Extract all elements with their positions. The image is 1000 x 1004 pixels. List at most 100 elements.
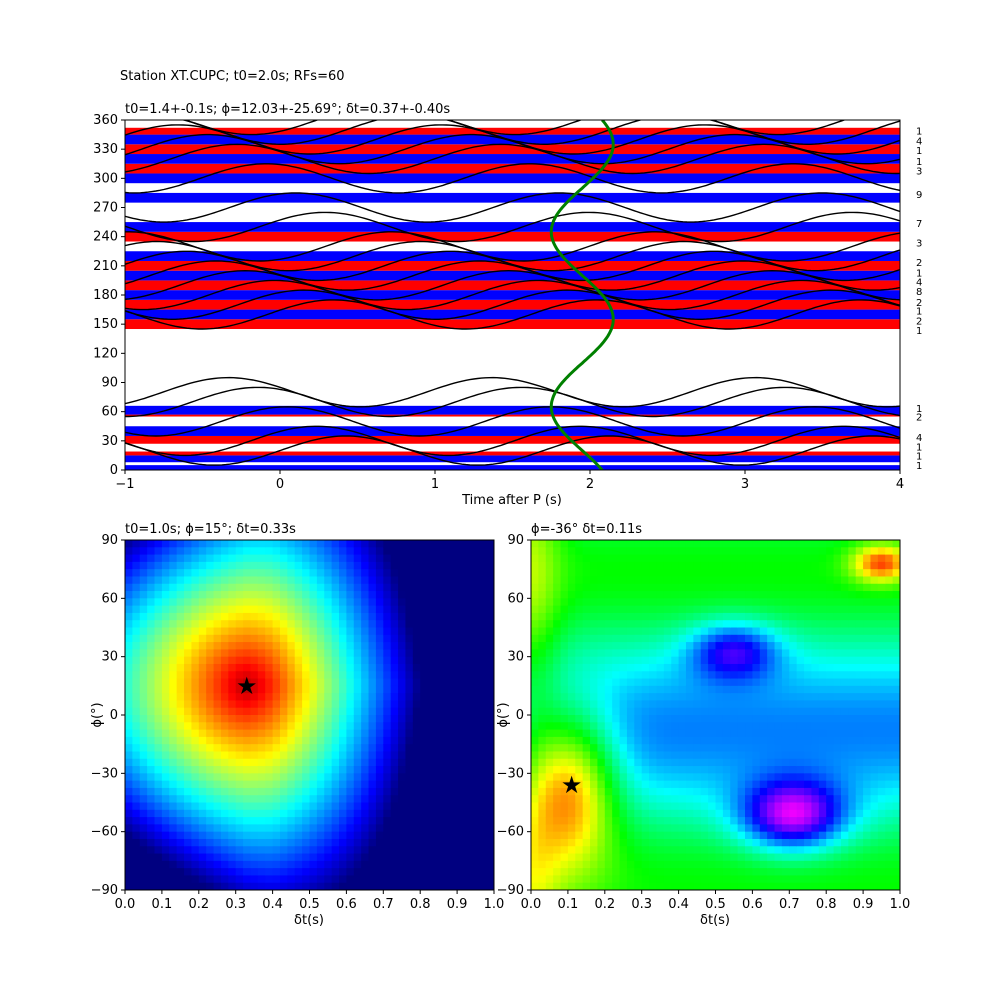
heatmap-left-cell [125, 700, 133, 708]
heatmap-right-cell [708, 635, 716, 643]
heatmap-left-cell [391, 686, 399, 694]
heatmap-left-cell [369, 846, 377, 854]
heatmap-left-cell [199, 861, 207, 869]
heatmap-right-cell [723, 839, 731, 847]
heatmap-left-cell [243, 606, 251, 614]
heatmap-right-cell [649, 868, 657, 876]
heatmap-left-cell [317, 591, 325, 599]
heatmap-left-cell [391, 751, 399, 759]
heatmap-right-cell [605, 803, 613, 811]
heatmap-left-cell [280, 773, 288, 781]
heatmap-right-cell [723, 555, 731, 563]
heatmap-right-cell [826, 854, 834, 862]
heatmap-right-cell [531, 810, 539, 818]
heatmap-right-cell [730, 722, 738, 730]
heatmap-right-cell [597, 868, 605, 876]
heatmap-right-cell [893, 854, 901, 862]
heatmap-left-cell [332, 591, 340, 599]
heatmap-left-cell [383, 700, 391, 708]
heatmap-right-cell [745, 613, 753, 621]
heatmap-right-cell [723, 693, 731, 701]
heatmap-left-cell [236, 664, 244, 672]
heatmap-left-cell [479, 547, 487, 555]
heatmap-right-cell [546, 598, 554, 606]
heatmap-left-cell [273, 700, 281, 708]
rf-ytick-label: 180 [93, 288, 118, 303]
heatmap-left-cell [191, 795, 199, 803]
heatmap-right-cell [819, 773, 827, 781]
heatmap-left-cell [376, 620, 384, 628]
heatmap-left-cell [464, 817, 472, 825]
heatmap-left-cell [221, 606, 229, 614]
heatmap-right-cell [553, 730, 561, 738]
heatmap-left-cell [155, 642, 163, 650]
heatmap-left-cell [147, 628, 155, 636]
heatmap-right-cell [546, 810, 554, 818]
heatmap-left-cell [310, 657, 318, 665]
heatmap-left-cell [169, 569, 177, 577]
heatmap-left-cell [457, 686, 465, 694]
heatmap-right-cell [730, 839, 738, 847]
heatmap-left-cell [132, 839, 140, 847]
heatmap-right-cell [649, 817, 657, 825]
heatmap-left-cell [405, 810, 413, 818]
heatmap-right-cell [811, 555, 819, 563]
heatmap-left-cell [354, 803, 362, 811]
heatmap-right-cell [620, 803, 628, 811]
heatmap-left-cell [332, 664, 340, 672]
heatmap-left-cell [162, 839, 170, 847]
heatmap-right-cell [642, 832, 650, 840]
heatmap-right-cell [811, 620, 819, 628]
heatmap-left-cell [191, 591, 199, 599]
heatmap-right-cell [826, 751, 834, 759]
heatmap-right-cell [561, 598, 569, 606]
heatmap-left-cell [361, 555, 369, 563]
heatmap-right-cell [782, 839, 790, 847]
heatmap-left-cell [361, 766, 369, 774]
heatmap-left-cell [391, 693, 399, 701]
heatmap-right-cell [546, 824, 554, 832]
heatmap-left-cell [428, 875, 436, 883]
heatmap-right-cell [597, 620, 605, 628]
heatmap-right-cell [656, 642, 664, 650]
heatmap-left-cell [354, 875, 362, 883]
heatmap-right-cell [627, 854, 635, 862]
heatmap-right-cell [679, 759, 687, 767]
heatmap-right-cell [597, 628, 605, 636]
heatmap-left-cell [258, 628, 266, 636]
heatmap-right-cell [664, 671, 672, 679]
heatmap-left-cell [464, 620, 472, 628]
heatmap-left-cell [442, 715, 450, 723]
heatmap-left-cell [250, 773, 258, 781]
heatmap-right-cell [797, 547, 805, 555]
heatmap-left-cell [450, 810, 458, 818]
heatmap-left-cell [287, 868, 295, 876]
heatmap-left-cell [457, 810, 465, 818]
heatmap-right-cell [716, 854, 724, 862]
heatmap-left-cell [250, 824, 258, 832]
heatmap-left-cell [287, 722, 295, 730]
heatmap-right-cell [893, 715, 901, 723]
heatmap-left-cell [324, 730, 332, 738]
heatmap-left-cell [177, 635, 185, 643]
heatmap-left-cell [398, 649, 406, 657]
heatmap-right-cell [789, 606, 797, 614]
heatmap-right-cell [789, 642, 797, 650]
heatmap-left-cell [258, 715, 266, 723]
heatmap-right-cell [878, 620, 886, 628]
heatmap-right-cell [848, 628, 856, 636]
heatmap-left-cell [317, 722, 325, 730]
heatmap-right-cell [671, 730, 679, 738]
heatmap-left-cell [346, 700, 354, 708]
heatmap-right-cell [738, 824, 746, 832]
heatmap-right-cell [620, 540, 628, 548]
heatmap-left-cell [125, 737, 133, 745]
heatmap-right-cell [583, 781, 591, 789]
heatmap-right-cell [745, 693, 753, 701]
heatmap-left-cell [155, 883, 163, 891]
heatmap-left-cell [383, 540, 391, 548]
heatmap-right-cell [649, 693, 657, 701]
heatmap-right-cell [752, 569, 760, 577]
heatmap-left-cell [287, 759, 295, 767]
heatmap-left-cell [398, 766, 406, 774]
